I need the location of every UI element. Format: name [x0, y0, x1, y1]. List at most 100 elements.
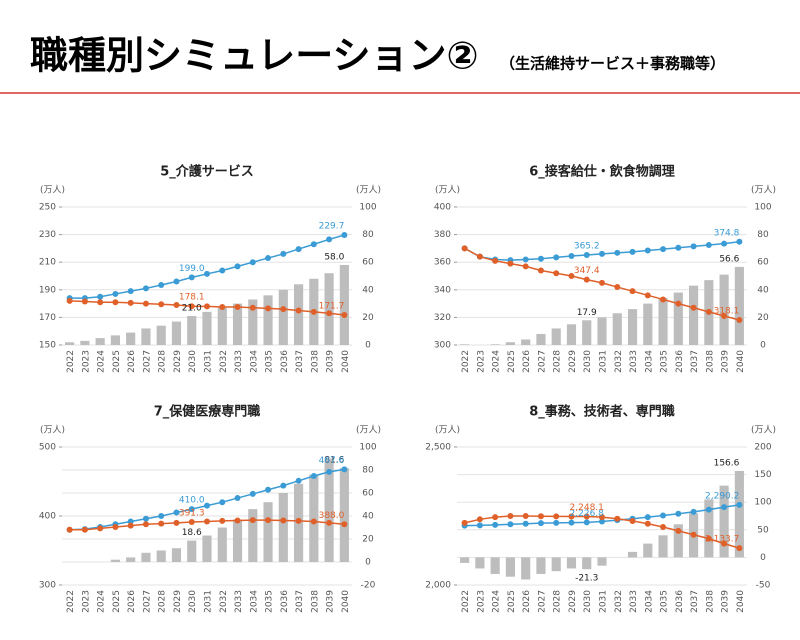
line-point	[537, 520, 544, 527]
line-point	[690, 243, 697, 250]
bar	[521, 339, 531, 345]
bar	[551, 557, 561, 572]
line-point	[219, 499, 226, 506]
y-axis-unit: (万人)	[435, 425, 460, 436]
line-point	[127, 288, 134, 295]
bar	[719, 274, 729, 345]
x-tick-label: 2037	[690, 350, 700, 373]
x-tick-label: 2038	[310, 590, 320, 613]
line-point	[81, 526, 88, 533]
line-point	[507, 513, 514, 519]
x-tick-label: 2032	[614, 590, 624, 613]
line-point	[461, 245, 468, 252]
line-point	[599, 250, 605, 257]
x-tick-label: 2038	[705, 350, 715, 373]
slide-title: 職種別シミュレーション②	[30, 34, 479, 78]
line-point	[142, 515, 149, 522]
line-point	[660, 296, 667, 303]
line-point	[234, 495, 241, 502]
line-point	[204, 270, 210, 277]
x-tick-label: 2039	[721, 350, 731, 373]
data-label: 2,133.7	[705, 535, 739, 545]
bar	[643, 543, 653, 558]
bar	[597, 557, 607, 566]
x-tick-label: 2034	[644, 350, 654, 373]
y-axis-unit: (万人)	[40, 425, 65, 436]
bar	[126, 332, 136, 345]
x-tick-label: 2025	[507, 590, 517, 613]
bar	[460, 344, 470, 345]
line-point	[112, 299, 119, 306]
line-point	[188, 303, 195, 310]
bar	[263, 295, 273, 345]
y2-axis-unit: (万人)	[751, 425, 776, 436]
chart-title: 7_保健医療専門職	[154, 404, 261, 420]
bar	[171, 321, 182, 345]
data-label: 318.1	[714, 307, 740, 317]
line-point	[127, 522, 134, 529]
bar	[582, 557, 592, 570]
y2-tick-label: 20	[757, 313, 769, 323]
x-tick-label: 2028	[553, 590, 563, 613]
line-point	[522, 513, 529, 519]
x-tick-label: 2031	[599, 350, 609, 373]
bar	[217, 527, 227, 562]
y2-axis-unit: (万人)	[356, 425, 381, 436]
line-point	[568, 273, 575, 279]
x-tick-label: 2024	[97, 350, 107, 373]
chart-panel: 6_接客給仕・飲食物調理 (万人) (万人) 300 320 340 360 380 400 0 2…	[434, 164, 776, 373]
line-point	[476, 253, 483, 260]
x-tick-label: 2032	[219, 590, 229, 613]
line-point	[295, 246, 302, 253]
bar	[65, 342, 75, 345]
bar	[704, 499, 714, 558]
line-point	[295, 517, 302, 524]
x-tick-label: 2022	[66, 350, 76, 373]
line-point	[537, 513, 544, 520]
x-tick-label: 2040	[341, 350, 351, 373]
x-tick-label: 2025	[112, 590, 122, 613]
bar	[278, 289, 288, 345]
line-point	[127, 299, 134, 306]
line-point	[142, 300, 149, 307]
line-point	[204, 303, 210, 310]
y2-tick-label: 60	[757, 258, 769, 268]
line-point	[173, 278, 180, 285]
data-label: 467.6	[319, 456, 345, 466]
line-point	[265, 486, 272, 493]
y-axis-unit: (万人)	[40, 185, 65, 196]
line-point	[219, 517, 226, 524]
line-point	[310, 518, 317, 525]
bar	[627, 551, 638, 558]
data-label: 374.8	[714, 228, 740, 238]
bar	[597, 317, 607, 345]
y-axis-unit: (万人)	[435, 185, 460, 196]
line-point	[537, 267, 544, 274]
line-point	[234, 263, 241, 270]
x-tick-label: 2029	[568, 350, 578, 373]
line-point	[142, 285, 149, 292]
line-point	[326, 236, 333, 243]
bar	[536, 333, 546, 345]
bar	[643, 303, 653, 345]
bar	[110, 559, 120, 562]
x-tick-label: 2039	[721, 590, 731, 613]
x-tick-label: 2025	[112, 350, 122, 373]
bar	[95, 338, 105, 345]
line-point	[736, 238, 743, 245]
bar	[156, 325, 166, 345]
chart-panel: 5_介護サービス(万人) (万人)150170190210230250020406…	[39, 164, 381, 373]
line-point	[234, 517, 241, 524]
line-point	[265, 305, 272, 312]
line-point	[265, 255, 272, 262]
line-point	[705, 308, 712, 315]
y-tick-label: 340	[434, 285, 451, 295]
line-point	[660, 512, 667, 519]
x-tick-label: 2037	[295, 350, 305, 373]
bar	[551, 328, 561, 345]
line-point	[158, 513, 165, 519]
bar	[156, 550, 166, 562]
x-tick-label: 2036	[675, 350, 685, 373]
line-point	[660, 246, 667, 253]
y2-tick-label: 0	[760, 553, 766, 563]
